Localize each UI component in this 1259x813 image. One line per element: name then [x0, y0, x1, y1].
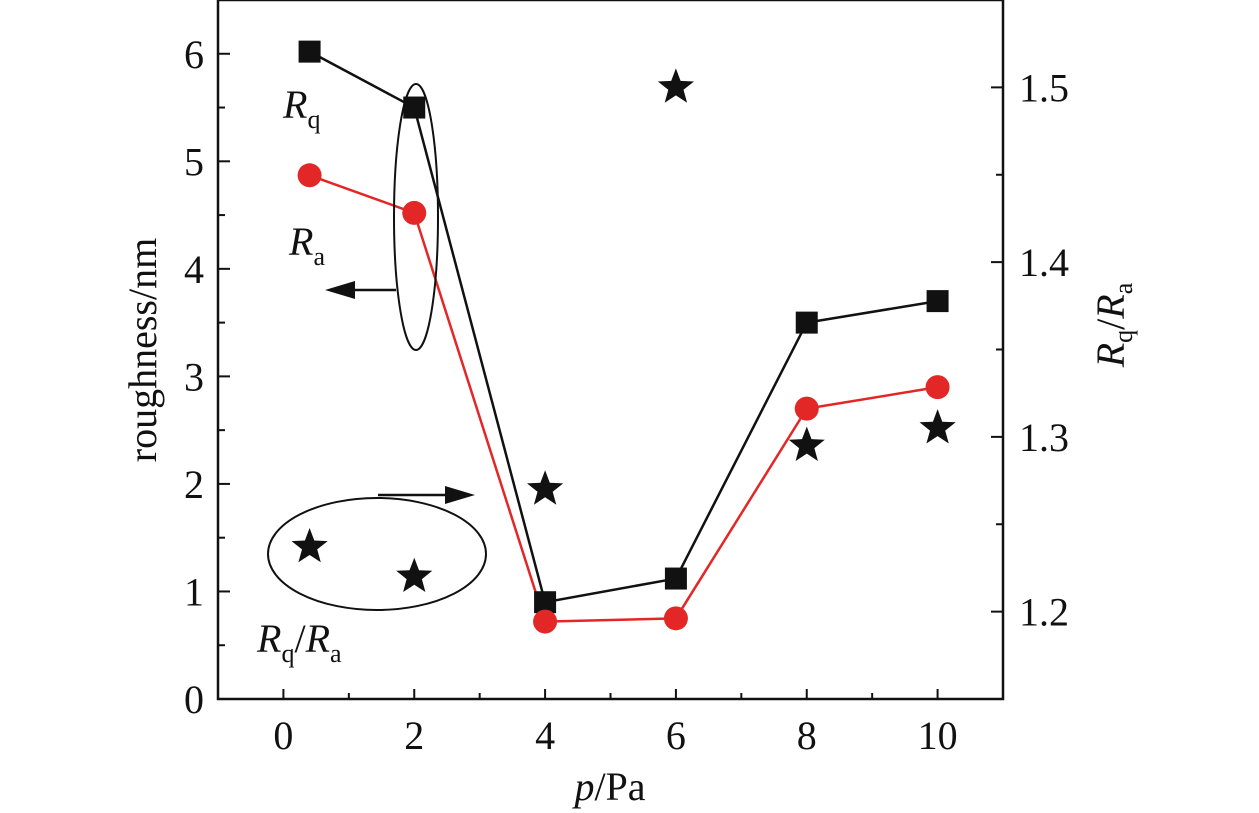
marker-ra — [402, 200, 427, 225]
y-left-tick-label: 5 — [184, 139, 204, 184]
y-left-axis-title: roughness/nm — [120, 238, 165, 462]
marker-rq — [403, 96, 426, 119]
marker-rq — [926, 290, 949, 313]
ellipse-ratio-group — [267, 497, 487, 611]
marker-ra — [663, 606, 688, 631]
marker-rq-ra — [396, 557, 433, 592]
marker-rq-ra — [291, 528, 328, 563]
series-lines — [308, 50, 938, 623]
annotation-ratio: Rq/Ra — [256, 616, 342, 668]
ellipse-left-series-group — [393, 83, 439, 351]
annotation-ra: Ra — [288, 219, 325, 271]
x-tick-label: 2 — [404, 713, 424, 758]
marker-ra — [925, 375, 950, 400]
y-right-tick-label: 1.5 — [1019, 65, 1069, 110]
x-tick-label: 6 — [666, 713, 686, 758]
y-right-axis-title: Rq/Ra — [1088, 282, 1138, 368]
marker-rq-ra — [527, 470, 564, 505]
x-tick-label: 10 — [918, 713, 958, 758]
y-right-tick-label: 1.4 — [1019, 240, 1069, 285]
x-tick-label: 8 — [797, 713, 817, 758]
y-left-tick-label: 6 — [184, 32, 204, 77]
y-left-tick-label: 0 — [184, 677, 204, 722]
y-left-axis-ticks: 0 1 2 3 4 5 6 — [184, 32, 230, 722]
plot-frame — [216, 0, 1005, 701]
marker-ra — [533, 609, 558, 634]
y-left-tick-label: 2 — [184, 462, 204, 507]
marker-rq-ra — [788, 426, 825, 461]
marker-rq — [795, 311, 818, 334]
marker-ra — [297, 163, 322, 188]
y-left-tick-label: 3 — [184, 354, 204, 399]
marker-rq — [298, 40, 321, 63]
series-line-rq — [308, 50, 938, 604]
marker-ra — [794, 396, 819, 421]
series-markers — [291, 40, 956, 634]
annotation-rq: Rq — [282, 82, 320, 134]
x-tick-label: 0 — [273, 713, 293, 758]
marker-rq — [534, 591, 557, 614]
marker-rq — [664, 567, 687, 590]
x-tick-label: 4 — [535, 713, 555, 758]
x-axis-ticks: 0 2 4 6 8 10 — [217, 689, 1004, 758]
arrow-left-head — [325, 281, 355, 299]
arrow-right-head — [445, 486, 475, 504]
y-right-axis-ticks: 1.2 1.3 1.4 1.5 — [991, 65, 1069, 635]
y-right-tick-label: 1.2 — [1019, 590, 1069, 635]
y-right-tick-label: 1.3 — [1019, 415, 1069, 460]
x-axis-title: p/Pa — [571, 764, 645, 809]
y-left-tick-label: 4 — [184, 247, 204, 292]
series-line-ra — [309, 174, 938, 623]
marker-rq-ra — [919, 409, 956, 444]
marker-rq-ra — [657, 68, 694, 103]
y-left-tick-label: 1 — [184, 569, 204, 614]
